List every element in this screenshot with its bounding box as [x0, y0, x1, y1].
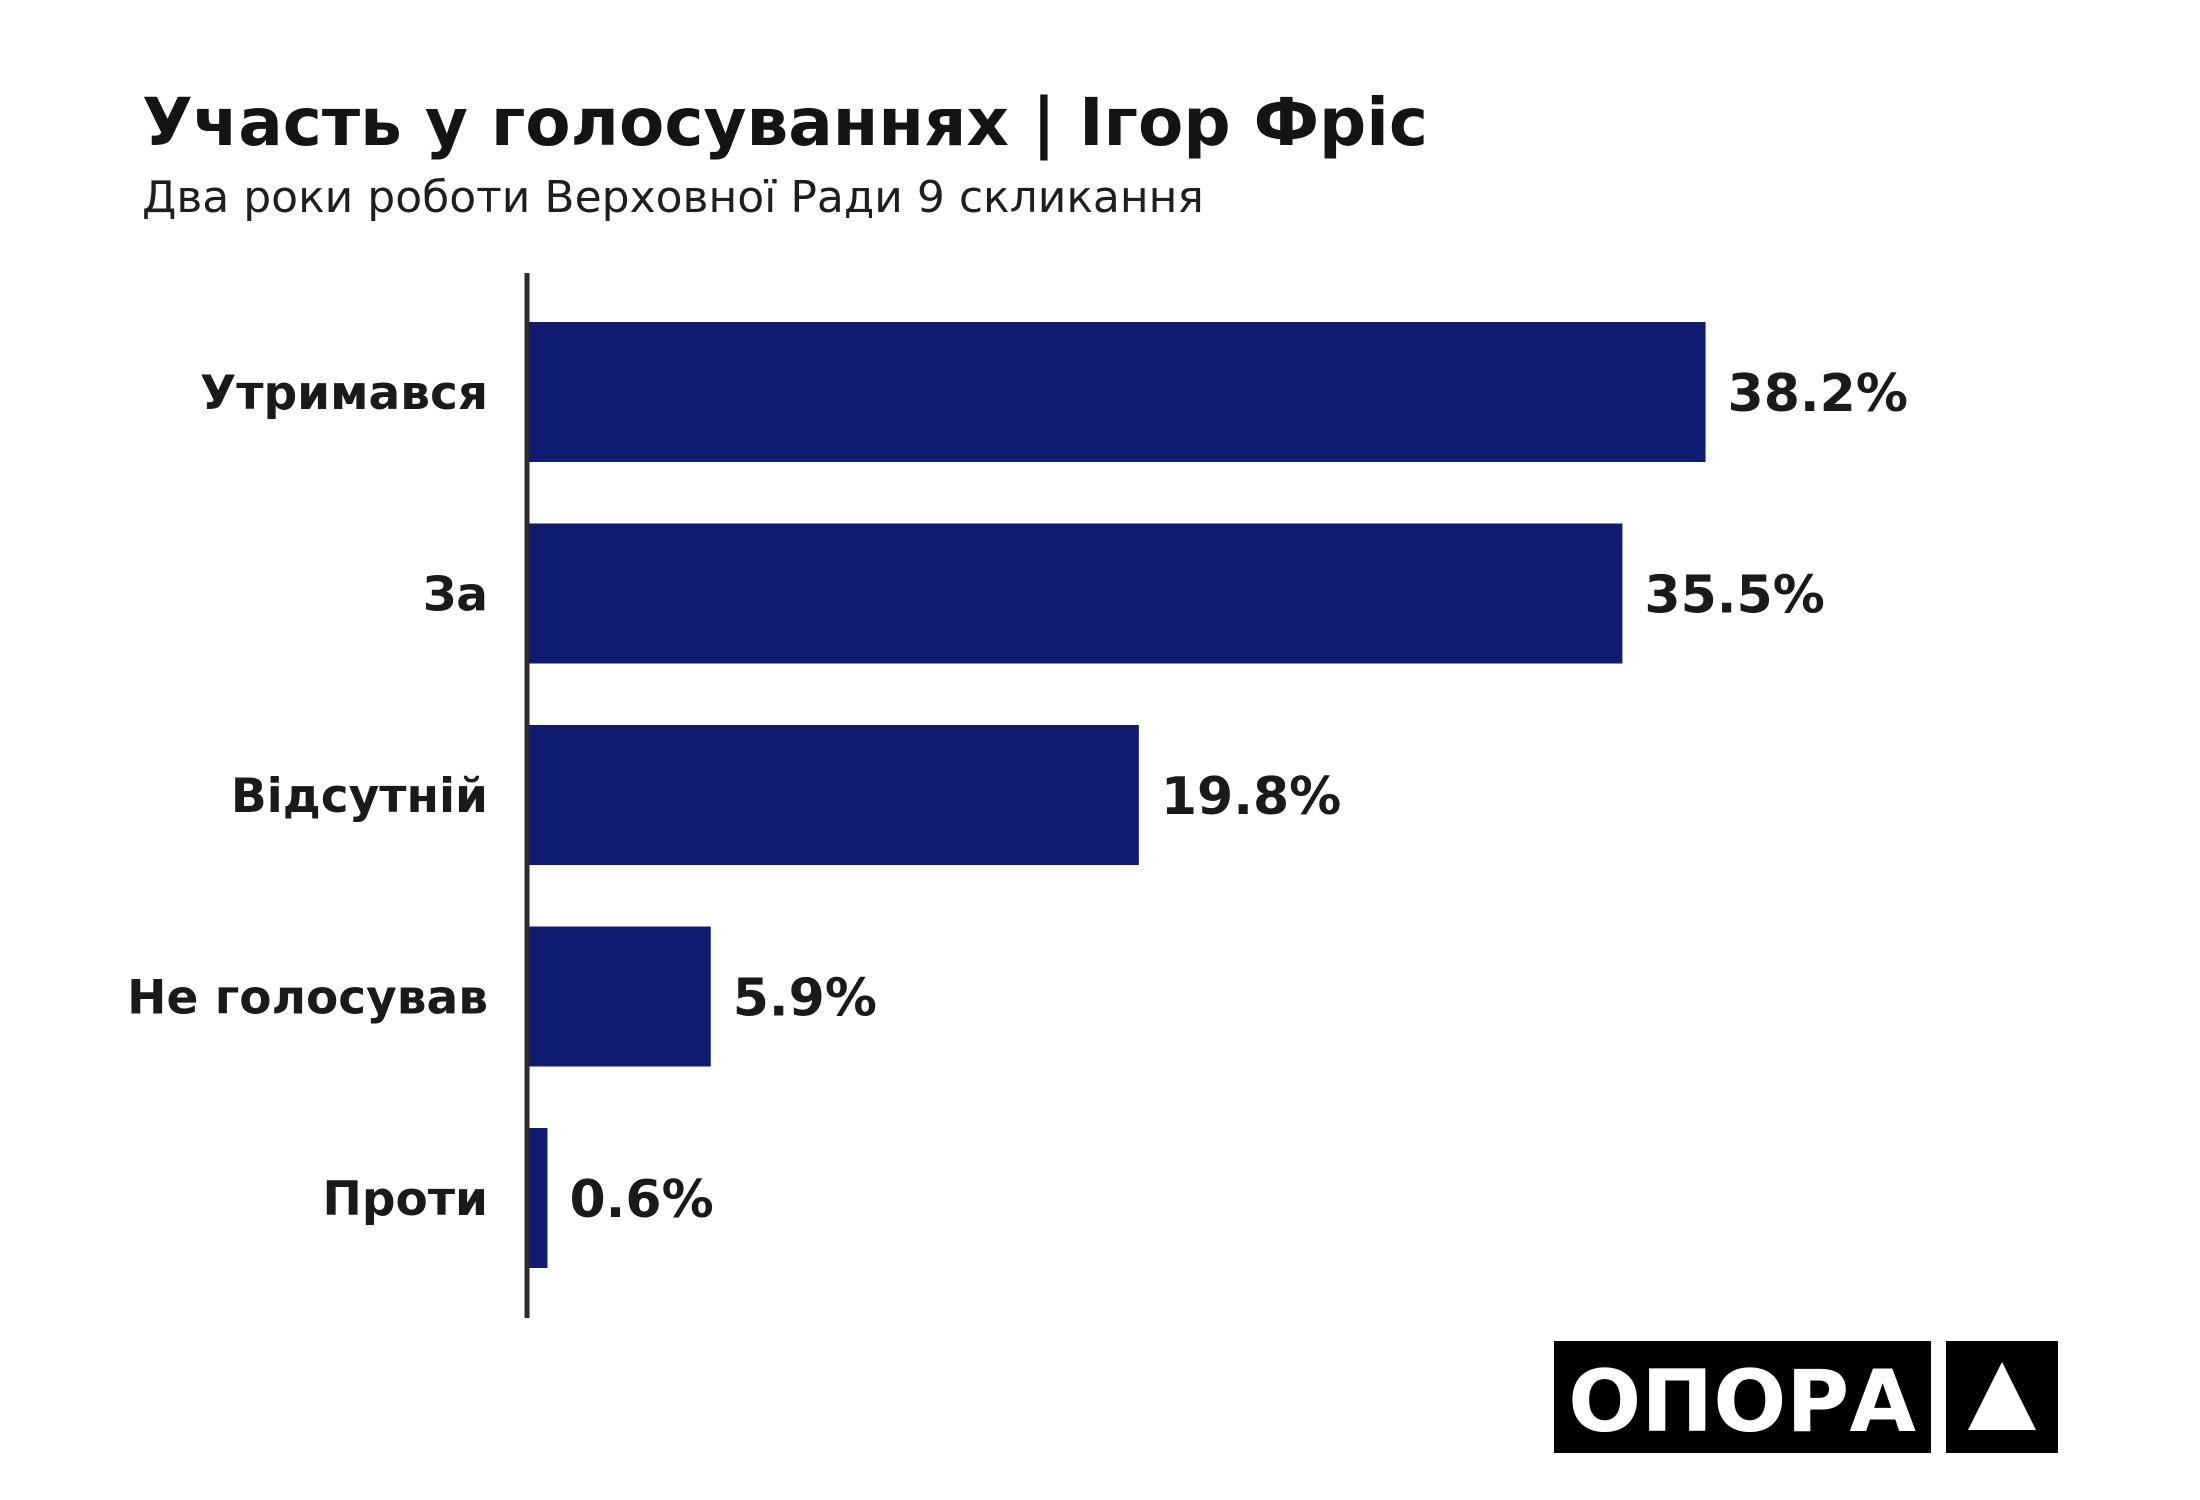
value-label: 35.5% [1644, 566, 1824, 626]
value-label: 19.8% [1161, 767, 1341, 827]
chart-title: Участь у голосуваннях | Ігор Фріс [142, 84, 1428, 162]
value-label: 5.9% [733, 969, 877, 1029]
bar [529, 926, 711, 1067]
logo-text-box [1554, 1341, 1931, 1453]
bar [529, 523, 1623, 664]
triangle-icon [1968, 1362, 2036, 1430]
value-label: 0.6% [569, 1170, 713, 1230]
value-label: 38.2% [1728, 364, 1908, 424]
category-label: За [423, 568, 488, 623]
bars-group [529, 322, 1706, 1268]
bar [529, 1128, 548, 1268]
bar [529, 322, 1706, 462]
category-label: Не голосував [127, 971, 488, 1026]
value-labels: 38.2% 35.5% 19.8% 5.9% 0.6% [569, 364, 1907, 1230]
logo-text: ОПОРА [1568, 1352, 1916, 1452]
category-label: Відсутній [231, 769, 488, 824]
opora-logo: ОПОРА [1554, 1341, 2058, 1453]
category-labels: Утримався За Відсутній Не голосував Проти [127, 366, 488, 1227]
category-label: Проти [323, 1172, 488, 1227]
chart-subtitle: Два роки роботи Верховної Ради 9 скликан… [142, 172, 1204, 223]
category-label: Утримався [200, 366, 488, 421]
bar [529, 725, 1139, 865]
